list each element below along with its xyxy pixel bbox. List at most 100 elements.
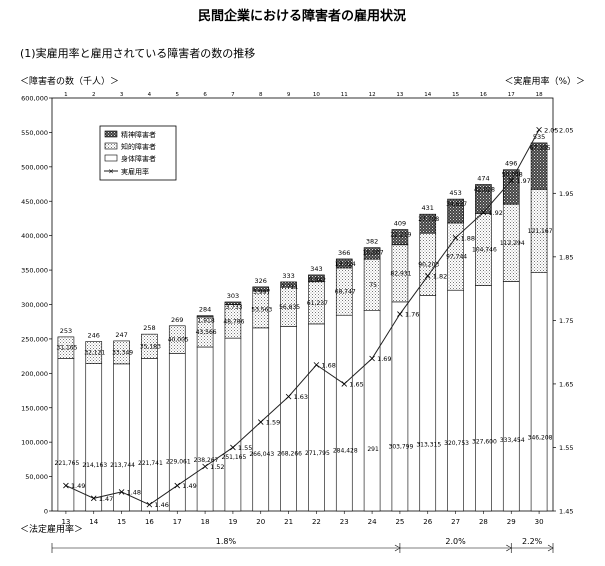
top-index-label: 8 [259,92,263,98]
bar-chiteki [113,340,130,365]
rate-marker [480,209,487,216]
x-category-label: 30 [535,518,544,526]
rate-label: 1.69 [377,355,391,363]
x-category-label: 29 [507,518,516,526]
data-label-seishin: 22,219 [390,232,411,239]
rate-label: 1.52 [210,463,224,471]
data-label-shintai: 313,315 [416,441,441,448]
rate-label: 2.05 [544,126,558,134]
y-right-tick-label: 2.05 [559,126,573,134]
y-left-tick-label: 0 [44,508,48,516]
rate-marker [146,501,153,508]
bar-seishin [335,258,353,269]
data-label-chiteki: 48,786 [223,318,244,325]
bar-seishin [252,286,270,292]
bar-seishin [280,281,297,288]
data-label-total: 431 [422,204,434,212]
data-label-total: 343 [310,265,322,273]
data-label-total: 326 [255,277,267,285]
y-right-tick-label: 1.65 [559,380,573,388]
y-right-tick-label: 1.95 [559,190,573,198]
y-left-tick-label: 300,000 [21,301,48,309]
top-index-label: 10 [313,92,320,98]
y-right-tick-label: 1.85 [559,253,573,261]
data-label-chiteki: 53,563 [251,306,272,313]
legend-label-seishin: 精神障害者 [121,130,156,139]
rate-label: 1.82 [433,272,447,280]
data-label-seishin: 5,997 [253,289,270,296]
data-label-seishin: 9,942 [309,277,326,284]
rate-label: 1.48 [127,488,141,496]
chart-title: 民間企業における障害者の雇用状況 [198,8,406,24]
rate-label: 1.55 [238,444,252,452]
plot-area: 0 50,000 100,000 150,000 200,000 250,000 300,0… [21,92,573,526]
rate-marker [452,235,459,241]
chart-subtitle: (1)実雇用率と雇用されている障害者の数の推移 [20,46,255,60]
data-label-shintai: 251,165 [222,454,247,461]
data-label-seishin: 27,708 [418,216,439,223]
data-label-total: 409 [394,220,406,228]
data-label-seishin: 3,733 [225,304,242,311]
bar-seishin [363,247,381,260]
top-index-label: 18 [536,92,543,98]
rate-label: 1.49 [182,482,196,490]
x-category-label: 20 [256,518,265,526]
data-label-shintai: 213,744 [110,462,135,469]
data-label-chiteki: 75 [369,282,377,289]
x-category-label: 25 [395,518,404,526]
legend-label-shintai: 身体障害者 [121,154,156,163]
top-index-label: 6 [203,92,207,98]
data-label-shintai: 268,266 [277,451,302,458]
y-left-tick-label: 250,000 [21,335,48,343]
x-category-label: 24 [368,518,377,526]
rate-marker [63,482,69,489]
data-label-seishin: 67,395 [530,145,551,152]
data-label-shintai: 346,208 [528,435,553,442]
x-category-label: 27 [451,518,460,526]
bar-chiteki [141,333,158,359]
data-label-shintai: 221,741 [138,460,163,467]
rate-label: 1.68 [321,361,335,369]
top-index-label: 12 [369,92,376,98]
data-label-chiteki: 68,747 [335,289,356,296]
legal-rate-label: 2.2% [522,537,543,546]
bar-shintai [502,281,520,512]
legend-swatch-chiteki [104,142,118,150]
x-category-label: 14 [89,518,98,526]
top-index-label: 2 [92,92,96,98]
bar-seishin [530,142,548,190]
top-index-label: 9 [287,92,291,98]
x-category-label: 28 [479,518,488,526]
data-label-shintai: 229,061 [166,459,191,466]
x-category-label: 17 [173,518,182,526]
y-left-tick-label: 200,000 [21,370,48,378]
rate-label: 1.47 [99,495,113,503]
legal-rate-label: 2.0% [445,537,466,546]
legend-swatch-shintai [104,154,118,162]
rate-label: 1.65 [349,380,363,388]
top-index-label: 7 [231,92,235,98]
data-label-chiteki: 56,835 [279,304,300,311]
data-label-chiteki: 31,165 [56,345,77,352]
data-label-shintai: 333,454 [500,437,525,444]
rate-marker [174,482,181,489]
data-label-total: 246 [88,331,100,339]
data-label-total: 453 [449,189,461,197]
rate-label: 1.88 [461,234,475,242]
top-index-label: 16 [480,92,487,98]
data-label-shintai: 284,428 [333,447,358,454]
x-category-label: 15 [117,518,126,526]
rate-marker [90,495,97,502]
bar-chiteki [57,336,75,359]
top-index-label: 3 [120,92,124,98]
data-label-seishin: 34,637 [446,201,467,208]
data-label-total: 284 [199,306,211,314]
bar-seishin [419,213,437,234]
legend-swatch-seishin [104,130,118,138]
legend-marker-rate: × [108,168,114,176]
top-index-label: 15 [452,92,459,98]
data-label-shintai: 327,600 [472,438,497,445]
bar-shintai [308,323,325,512]
y-right-tick-label: 1.75 [559,317,573,325]
rate-marker [313,362,320,368]
